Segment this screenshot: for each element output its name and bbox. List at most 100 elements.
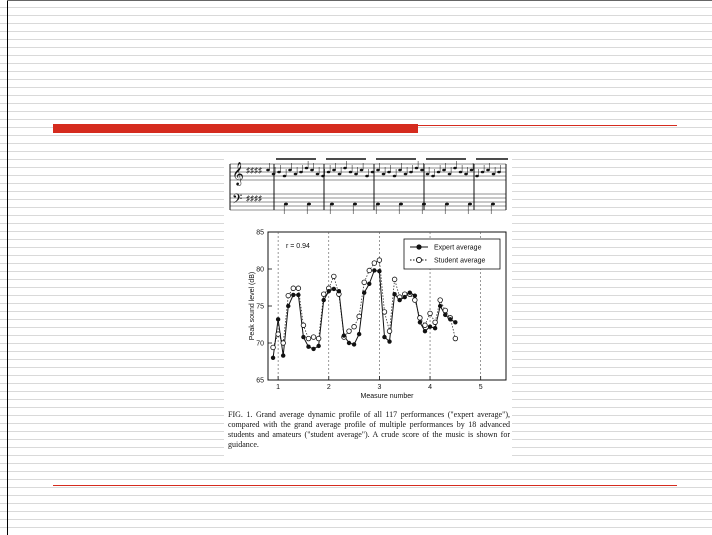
point-student xyxy=(346,328,352,334)
legend-marker-expert xyxy=(416,244,422,250)
point-expert xyxy=(275,317,281,322)
score-note xyxy=(370,170,375,174)
score-note xyxy=(304,166,309,170)
x-axis-label: Measure number xyxy=(361,393,415,400)
score-note xyxy=(403,172,408,176)
point-student xyxy=(305,335,312,342)
score-note xyxy=(497,170,501,174)
legend-marker-student xyxy=(415,256,423,264)
axes: 65 70 75 80 85 1 2 3 4 5 xyxy=(256,230,483,392)
point-student xyxy=(290,285,297,291)
score-note xyxy=(420,168,424,172)
treble-staff xyxy=(230,163,506,181)
y-tick-label: 85 xyxy=(256,230,264,237)
point-expert xyxy=(270,355,276,360)
bass-note xyxy=(491,202,495,206)
point-expert xyxy=(311,346,316,352)
point-expert xyxy=(427,324,433,329)
bass-note xyxy=(330,202,334,206)
point-expert xyxy=(407,290,412,295)
legend-box xyxy=(403,238,501,270)
point-expert xyxy=(321,297,326,303)
score-note xyxy=(414,166,419,170)
x-tick-label: 1 xyxy=(276,384,280,391)
point-student xyxy=(270,344,276,351)
point-expert xyxy=(377,269,382,274)
score-note xyxy=(348,170,353,174)
point-student xyxy=(321,291,327,297)
point-expert xyxy=(412,293,418,298)
point-student xyxy=(371,260,378,266)
score-note xyxy=(271,172,276,176)
point-expert xyxy=(306,344,311,349)
point-expert xyxy=(437,303,443,309)
score-note xyxy=(326,170,331,174)
point-student xyxy=(422,322,428,328)
score-note xyxy=(431,174,435,178)
slide-left-border xyxy=(7,0,8,535)
point-expert xyxy=(362,290,367,295)
point-expert xyxy=(432,326,438,331)
score-note xyxy=(321,174,325,178)
point-expert xyxy=(397,297,402,303)
y-tick-label: 70 xyxy=(256,341,264,348)
title-accent-bar xyxy=(53,124,418,133)
y-tick-label: 80 xyxy=(256,267,264,274)
point-expert xyxy=(387,339,392,344)
point-student xyxy=(386,328,393,334)
score-note xyxy=(398,168,402,172)
score-note xyxy=(282,174,287,178)
bass-note xyxy=(353,202,357,206)
point-expert xyxy=(372,268,377,273)
point-student xyxy=(285,292,291,299)
score-note xyxy=(442,168,446,172)
point-expert xyxy=(326,289,331,294)
score-note xyxy=(453,166,457,170)
legend-label-expert: Expert average xyxy=(434,245,482,252)
score-note xyxy=(359,168,364,172)
point-expert xyxy=(417,320,423,325)
score-note xyxy=(409,170,413,174)
legend: Expert average Student average xyxy=(403,238,501,270)
figure-panel: 𝄞 𝄢 ♯♯♯♯ ♯♯♯♯ 65 70 75 80 85 1 2 3 4 5 r = 0.94 P… xyxy=(224,152,512,456)
score-note xyxy=(381,172,386,176)
point-expert xyxy=(336,289,342,294)
correlation-annotation: r = 0.94 xyxy=(286,243,310,250)
point-expert xyxy=(351,342,357,347)
score-note xyxy=(315,172,320,176)
score-note xyxy=(475,174,479,178)
point-student xyxy=(295,285,302,291)
score-note xyxy=(436,170,441,174)
bass-note xyxy=(284,202,288,206)
score-note xyxy=(491,172,496,176)
point-expert xyxy=(296,292,301,298)
point-student xyxy=(391,276,398,283)
score-note xyxy=(337,172,342,176)
x-tick-label: 3 xyxy=(377,384,381,391)
score-notes xyxy=(266,158,508,214)
point-student xyxy=(452,335,459,342)
point-student xyxy=(381,309,388,315)
key-signature-treble: ♯♯♯♯ xyxy=(246,166,262,175)
point-student xyxy=(275,331,281,337)
point-expert xyxy=(280,353,286,358)
point-expert xyxy=(301,334,306,340)
x-tick-label: 2 xyxy=(327,384,331,391)
score-note xyxy=(277,170,281,174)
figure-caption: FIG. 1. Grand average dynamic profile of… xyxy=(228,410,510,449)
point-expert xyxy=(422,328,428,334)
score-note xyxy=(266,168,270,172)
score-note xyxy=(310,168,314,172)
point-expert xyxy=(356,331,362,337)
point-student xyxy=(310,334,317,340)
x-tick-label: 5 xyxy=(479,384,483,391)
score-note xyxy=(343,166,347,170)
score-note xyxy=(464,172,468,176)
key-signature-bass: ♯♯♯♯ xyxy=(246,194,262,203)
barlines xyxy=(229,164,507,210)
point-expert xyxy=(291,292,296,298)
score-note xyxy=(392,174,397,178)
score-note xyxy=(387,170,391,174)
point-student xyxy=(356,313,362,320)
treble-clef-icon: 𝄞 xyxy=(232,163,244,186)
